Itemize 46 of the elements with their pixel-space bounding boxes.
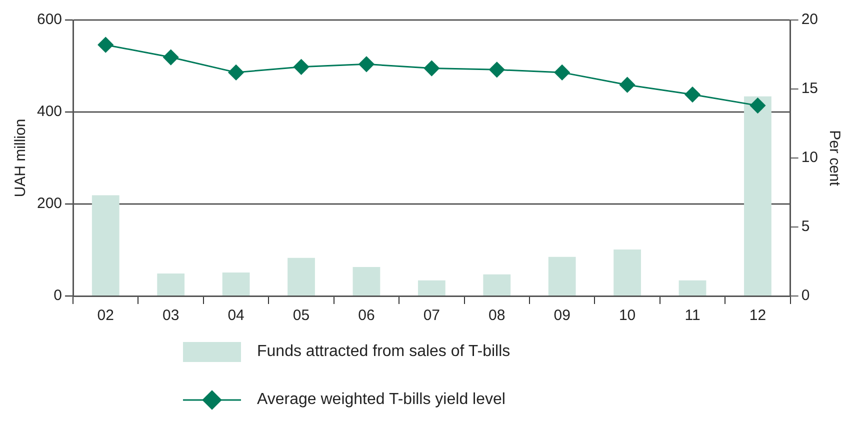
x-tick-label: 07 (423, 307, 440, 324)
y2-tick-label: 0 (801, 287, 810, 304)
x-tick-label: 11 (684, 307, 700, 324)
point (228, 64, 244, 80)
bar (614, 250, 641, 296)
bar (352, 267, 380, 296)
y2-tick-label: 10 (801, 149, 818, 166)
x-tick-label: 05 (292, 307, 310, 324)
point (424, 60, 440, 76)
y-tick-label: 200 (36, 195, 62, 212)
y2-tick-label: 15 (801, 80, 818, 98)
y2-tick-label: 20 (801, 11, 818, 28)
bar (483, 274, 511, 296)
point (489, 62, 505, 78)
y2-axis-title: Per cent (826, 130, 843, 187)
y-axis-title: UAH million (12, 118, 30, 198)
bar (288, 258, 315, 296)
x-tick-label: 10 (618, 307, 636, 324)
legend-label: Average weighted T-bills yield level (257, 391, 506, 409)
bar (92, 195, 120, 296)
point (163, 50, 179, 66)
bar (548, 256, 576, 296)
point (294, 59, 310, 75)
bar (418, 280, 446, 296)
bar (157, 273, 185, 296)
point (358, 56, 374, 72)
x-tick-label: 03 (162, 307, 180, 324)
x-tick-label: 12 (749, 307, 766, 324)
y-tick-label: 400 (36, 103, 62, 120)
x-tick-label: 04 (228, 307, 244, 324)
point (554, 64, 570, 80)
bar (678, 280, 706, 296)
y-tick-label: 600 (36, 11, 62, 28)
point (98, 37, 114, 53)
bar (744, 96, 772, 296)
y2-tick-label: 5 (801, 218, 810, 236)
x-tick-label: 06 (358, 307, 375, 324)
y-tick-label: 0 (54, 287, 62, 304)
point (684, 86, 700, 102)
x-tick-label: 09 (554, 307, 570, 324)
point (750, 98, 766, 114)
legend-label: Funds attracted from sales of T-bills (257, 343, 510, 361)
x-tick-label: 08 (488, 307, 506, 324)
bar (222, 272, 250, 296)
x-tick-label: 02 (97, 307, 114, 324)
point (620, 77, 636, 93)
